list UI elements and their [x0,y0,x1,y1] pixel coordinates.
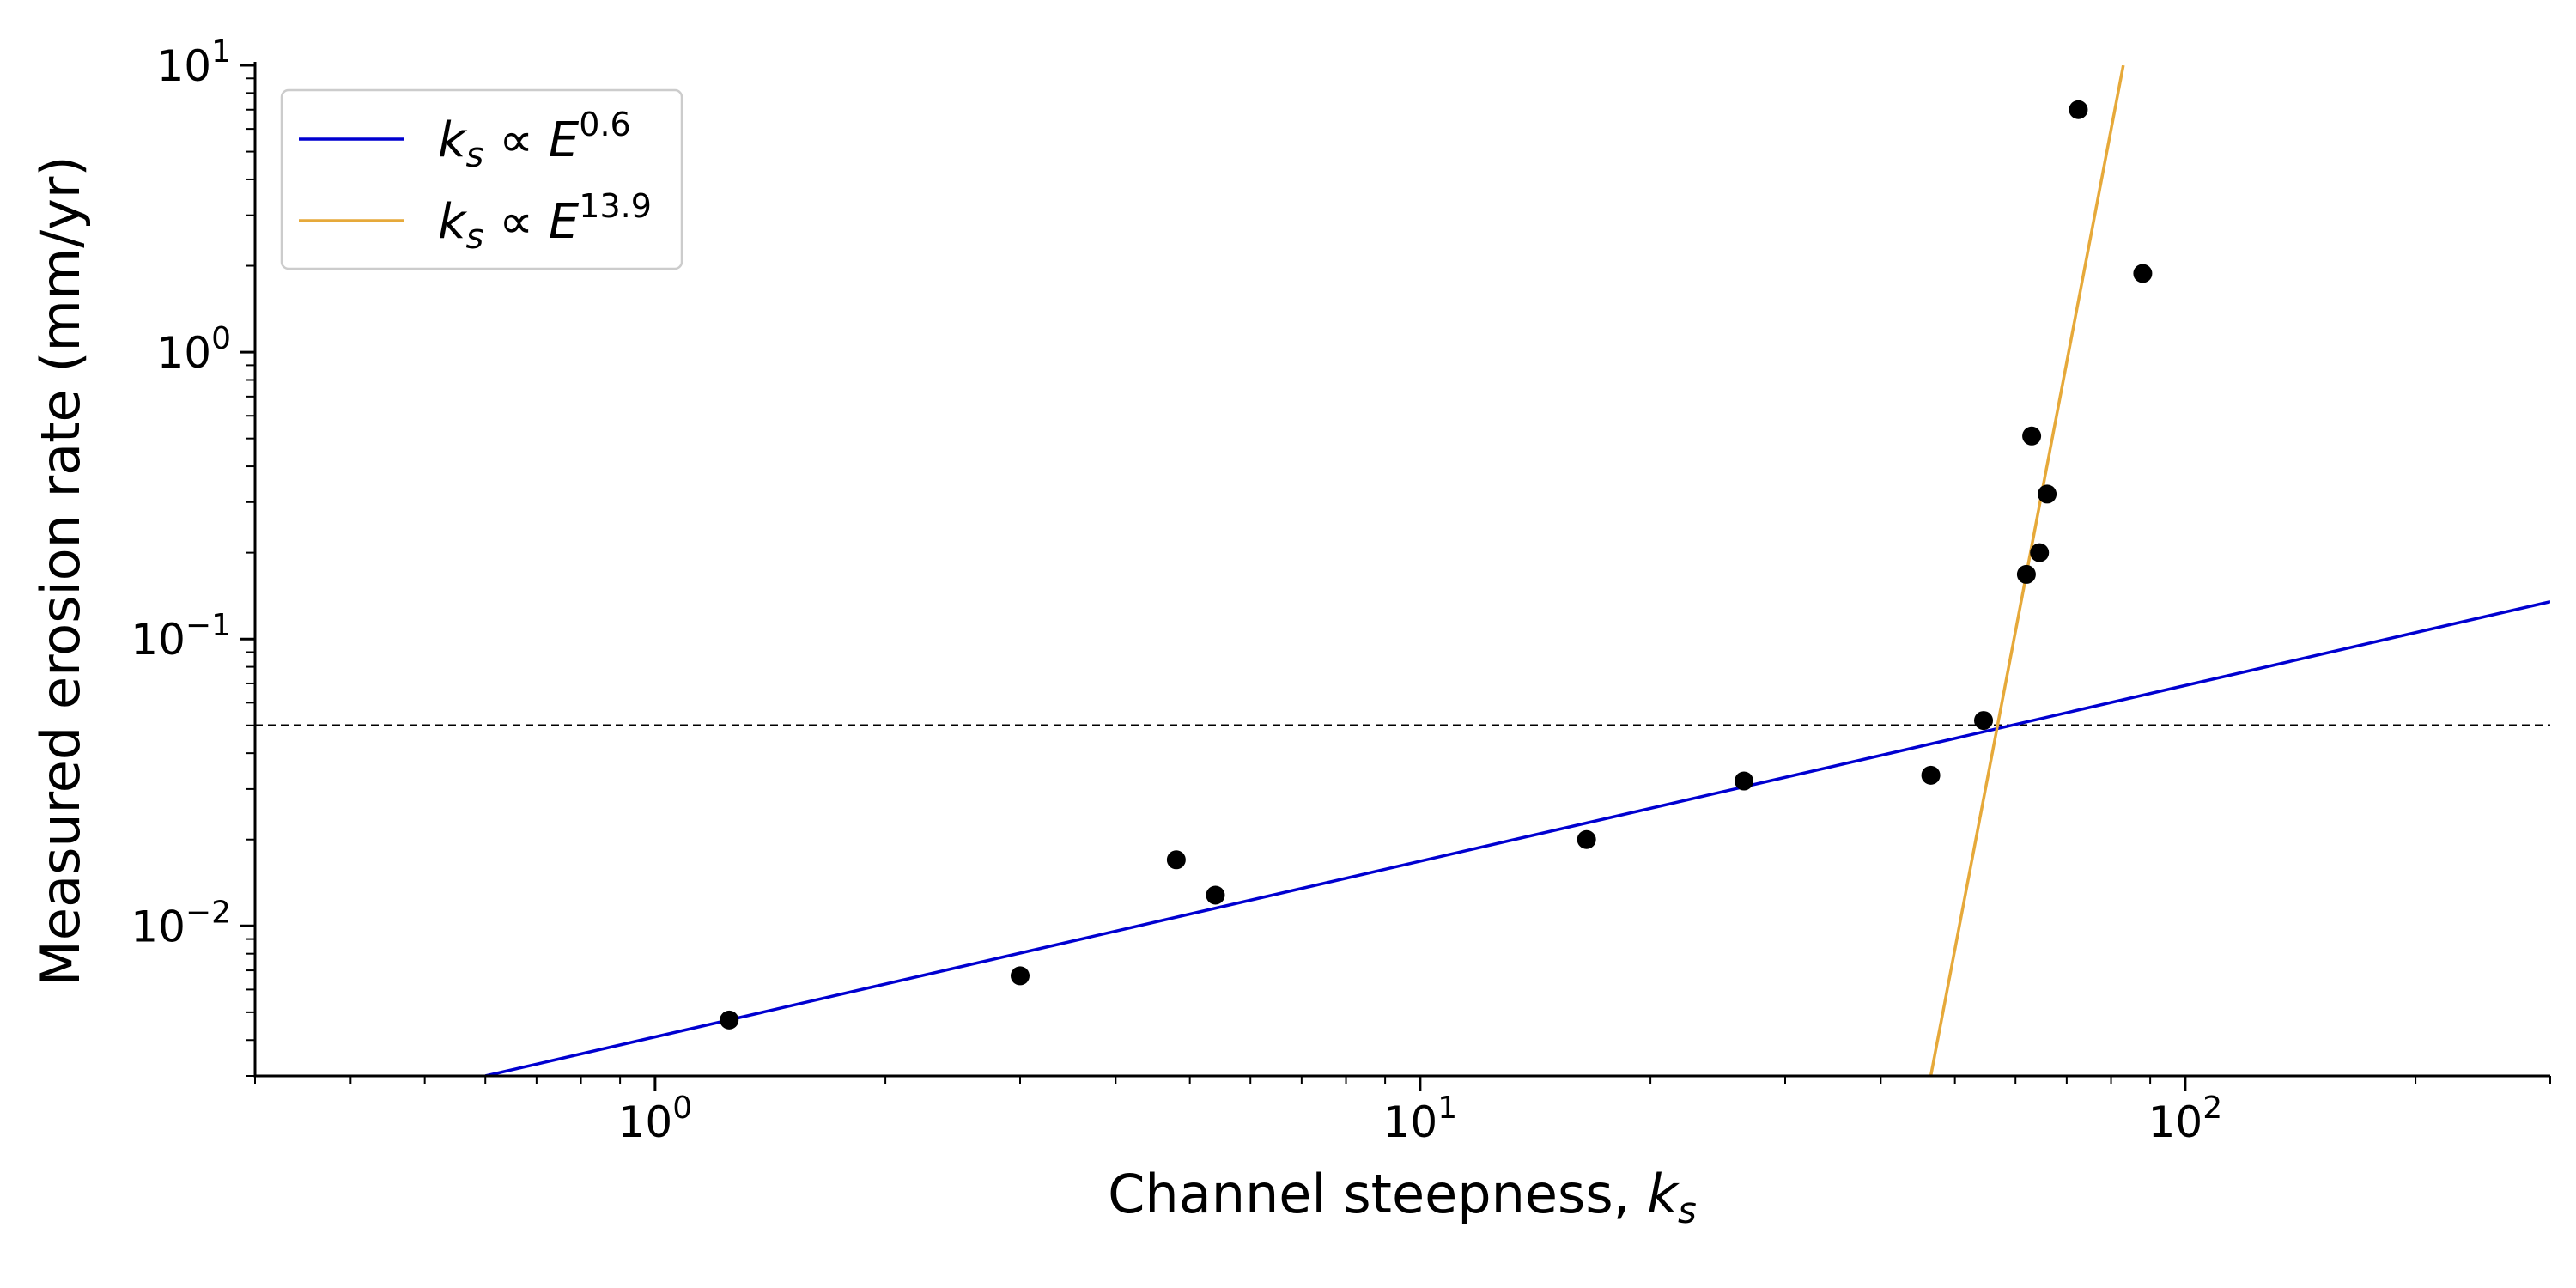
y-tick-label-4: 101 [156,34,231,91]
y-tick-label-exponent: −1 [185,608,231,643]
plot-content [255,65,2550,1076]
x-tick-label-3: 102 [2148,1091,2223,1147]
data-point-10 [2022,426,2042,446]
legend-relation: ∝ [483,194,549,250]
y-tick-label-2: 10−1 [131,608,231,665]
legend-E: E [549,112,580,168]
data-point-14 [2133,264,2153,283]
data-point-11 [2030,543,2050,562]
data-point-1 [720,1010,739,1030]
y-tick-label-3: 100 [156,321,231,378]
data-point-13 [2069,100,2088,119]
y-tick-label-exponent: 1 [211,34,231,70]
plot-area [255,65,2550,1076]
y-tick-label-base: 10 [131,902,185,951]
series-line-1 [484,599,2550,1076]
data-point-7 [1921,765,1941,785]
legend-k-subscript: s [465,217,483,257]
data-point-4 [1206,885,1225,905]
data-point-8 [1974,711,1994,731]
x-tick-label-1: 100 [618,1091,693,1147]
legend-k: k [438,194,468,250]
legend-label-2: ks ∝ E13.9 [438,187,652,257]
x-tick-label-base: 10 [618,1097,673,1147]
data-point-3 [1166,850,1186,870]
x-tick-label-base: 10 [1383,1097,1438,1147]
data-point-5 [1577,829,1596,849]
y-tick-label-exponent: −2 [185,895,231,930]
y-tick-label-base: 10 [156,328,211,378]
y-tick-label-base: 10 [131,615,185,665]
legend-k: k [438,112,468,168]
x-axis-ticks: 100 101 102 [254,1076,2551,1147]
x-tick-label-base: 10 [2148,1097,2203,1147]
legend-frame [280,88,683,270]
x-axis-title-symbol: k [1647,1163,1680,1225]
y-tick-label-base: 10 [156,41,211,91]
axes-spines [253,62,2550,1078]
x-axis-title-text: Channel steepness, [1108,1163,1647,1225]
legend-label-1: ks ∝ E0.6 [438,106,631,175]
legend-relation: ∝ [483,112,549,168]
data-point-9 [2016,564,2036,584]
data-point-12 [2038,484,2057,504]
legend-exponent: 0.6 [579,106,630,143]
legend-E: E [549,194,580,250]
legend: ks ∝ E0.6ks ∝ E13.9 [280,88,683,270]
data-point-2 [1011,966,1030,986]
data-point-6 [1734,771,1753,791]
legend-k-subscript: s [465,136,483,175]
x-axis-title-subscript: s [1678,1189,1697,1231]
x-tick-label-exponent: 1 [1437,1091,1457,1126]
x-tick-label-2: 101 [1383,1091,1458,1147]
y-axis-title: Measured erosion rate (mm/yr) [29,155,92,986]
x-axis-title: Channel steepness, ks [1108,1163,1697,1231]
x-tick-label-exponent: 2 [2202,1091,2222,1126]
y-tick-label-1: 10−2 [131,895,231,951]
legend-exponent: 13.9 [579,187,652,225]
y-tick-label-exponent: 0 [211,321,231,356]
x-tick-label-exponent: 0 [672,1091,692,1126]
